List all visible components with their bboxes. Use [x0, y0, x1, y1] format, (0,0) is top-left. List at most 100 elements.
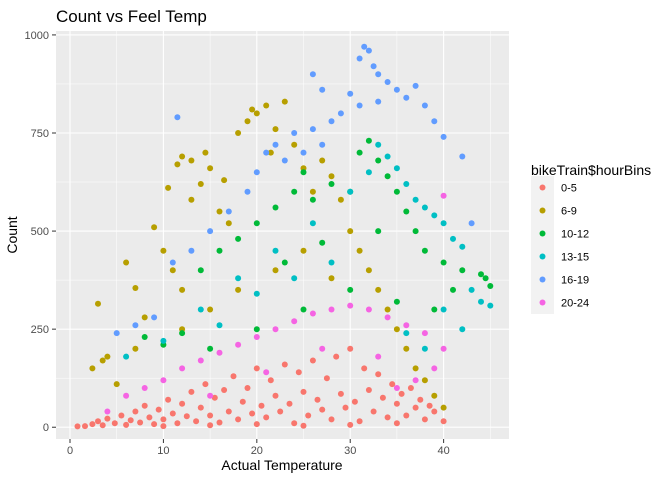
major-gridlines [56, 31, 509, 439]
data-point [272, 204, 279, 211]
data-point [146, 414, 153, 421]
data-point [169, 410, 176, 417]
data-point [281, 157, 288, 164]
data-point [309, 220, 316, 227]
legend-label: 0-5 [561, 183, 577, 195]
data-point [431, 118, 438, 125]
data-point [375, 98, 382, 105]
data-point [431, 408, 438, 415]
data-point [281, 259, 288, 266]
data-point [305, 412, 312, 419]
data-point [403, 181, 410, 187]
data-point [207, 306, 214, 313]
data-point [239, 398, 246, 405]
data-point [123, 353, 130, 360]
data-point [365, 267, 372, 274]
data-point [249, 106, 256, 113]
data-point [384, 314, 391, 321]
legend-swatch [539, 184, 546, 191]
data-point [347, 90, 354, 97]
data-point [356, 418, 363, 425]
data-point [253, 110, 260, 117]
data-point [253, 421, 260, 428]
data-point [459, 153, 466, 160]
data-point [375, 71, 382, 78]
data-point [272, 392, 279, 399]
data-point [347, 421, 354, 428]
data-point [421, 330, 428, 337]
data-point [291, 318, 298, 325]
legend: bikeTrain$hourBins 0-5 6-9 10-12 13-15 16-19… [531, 162, 651, 314]
data-point [440, 345, 447, 352]
data-point [207, 165, 214, 172]
data-point [118, 412, 125, 419]
data-point [249, 410, 256, 417]
data-point [319, 157, 326, 164]
data-point [393, 86, 400, 93]
data-point [197, 357, 204, 364]
data-point [309, 310, 316, 317]
data-point [197, 181, 204, 187]
data-point [309, 357, 316, 364]
data-point [421, 102, 428, 109]
data-point [113, 381, 120, 388]
data-point [253, 334, 260, 340]
data-point [421, 345, 428, 352]
x-tick-label: 30 [344, 445, 356, 457]
data-point [160, 416, 167, 423]
chart-title: Count vs Feel Temp [56, 7, 207, 26]
data-point [440, 418, 447, 425]
data-point [104, 408, 111, 415]
data-point [111, 420, 118, 427]
data-point [188, 196, 195, 203]
data-point [440, 404, 447, 411]
data-point [291, 188, 298, 195]
data-point [244, 188, 251, 195]
y-tick-label: 0 [43, 422, 49, 434]
data-point [426, 402, 433, 409]
data-point [356, 55, 363, 62]
data-point [179, 400, 186, 407]
data-point [300, 422, 307, 429]
data-point [431, 365, 438, 372]
data-point [361, 43, 368, 50]
legend-swatch [539, 299, 546, 306]
data-point [281, 361, 288, 368]
data-point [478, 298, 484, 305]
data-point [403, 330, 410, 337]
data-point [207, 345, 214, 352]
data-point [160, 247, 167, 254]
data-point [160, 423, 167, 430]
data-point [225, 408, 232, 415]
data-point [459, 326, 466, 333]
data-point [347, 188, 354, 195]
data-point [440, 220, 447, 227]
data-point [235, 275, 242, 282]
data-point [347, 286, 354, 293]
data-point [193, 418, 200, 425]
data-point [487, 283, 494, 289]
data-point [384, 79, 391, 85]
data-point [365, 47, 372, 54]
data-point [132, 322, 139, 329]
data-point [393, 165, 400, 172]
data-point [412, 82, 419, 89]
data-point [151, 421, 158, 428]
data-point [141, 402, 148, 409]
legend-label: 10-12 [561, 229, 589, 241]
data-point [468, 286, 475, 293]
data-point [179, 153, 186, 160]
data-point [188, 247, 195, 254]
data-point [412, 404, 419, 411]
data-point [319, 86, 326, 93]
data-point [89, 421, 96, 428]
data-point [174, 161, 181, 168]
data-point [211, 394, 218, 401]
data-point [421, 416, 428, 423]
data-point [235, 341, 242, 348]
data-point [127, 417, 134, 424]
data-point [478, 271, 484, 278]
data-point [328, 173, 335, 180]
data-point [393, 385, 400, 391]
data-point [393, 298, 400, 305]
